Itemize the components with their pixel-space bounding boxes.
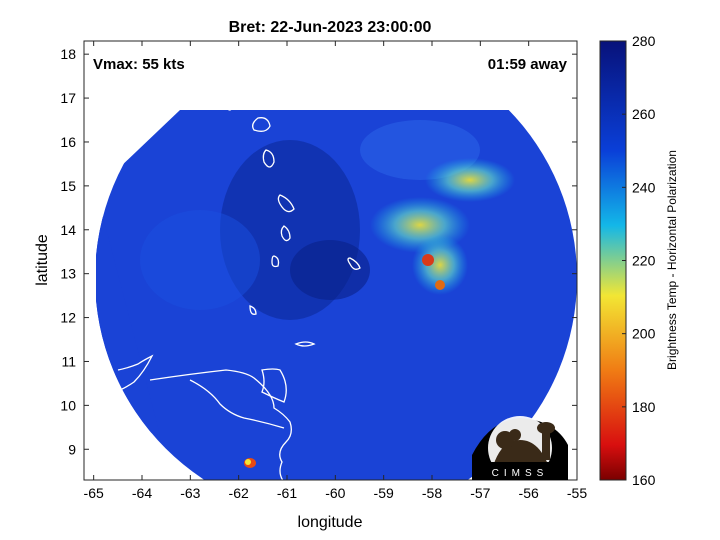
x-tick-label: -58 — [422, 485, 442, 501]
y-tick-label: 13 — [60, 266, 76, 282]
vmax-annotation: Vmax: 55 kts — [93, 56, 185, 73]
colorbar-label: Brightness Temp - Horizontal Polarizatio… — [665, 150, 679, 370]
colorbar-tick-label: 240 — [632, 179, 656, 195]
y-tick-label: 18 — [60, 46, 76, 62]
x-tick-label: -59 — [374, 485, 394, 501]
y-tick-label: 15 — [60, 178, 76, 194]
cimss-logo-text: CIMSS — [492, 468, 549, 479]
axes-box — [83, 40, 578, 481]
y-axis-label: latitude — [34, 234, 51, 286]
colorbar-tick-label: 180 — [632, 399, 656, 415]
x-tick-label: -55 — [567, 485, 587, 501]
colorbar-ticks: 280 260 240 220 200 180 160 — [622, 33, 656, 488]
colorbar-tick-label: 200 — [632, 326, 656, 342]
colorbar-tick-label: 260 — [632, 106, 656, 122]
y-tick-label: 9 — [68, 441, 76, 457]
x-tick-label: -63 — [180, 485, 200, 501]
y-tick-label: 10 — [60, 397, 76, 413]
x-axis-label: longitude — [298, 514, 363, 531]
y-tick-label: 12 — [60, 310, 76, 326]
y-tick-label: 17 — [60, 90, 76, 106]
x-tick-label: -57 — [470, 485, 490, 501]
y-tick-label: 11 — [61, 353, 76, 369]
colorbar-tick-label: 220 — [632, 253, 656, 269]
y-axis-ticks: 18 17 16 15 14 13 12 11 10 9 — [60, 46, 577, 457]
colorbar — [599, 40, 627, 481]
x-tick-label: -65 — [84, 485, 104, 501]
time-away-annotation: 01:59 away — [488, 56, 568, 73]
colorbar-tick-label: 160 — [632, 472, 656, 488]
y-tick-label: 16 — [60, 134, 76, 150]
y-tick-label: 14 — [60, 222, 76, 238]
x-tick-label: -61 — [277, 485, 297, 501]
colorbar-tick-label: 280 — [632, 33, 656, 49]
cimss-logo: CIMSS — [472, 416, 568, 480]
chart-title: Bret: 22-Jun-2023 23:00:00 — [229, 19, 432, 36]
x-tick-label: -64 — [132, 485, 152, 501]
x-tick-label: -62 — [229, 485, 249, 501]
x-tick-label: -56 — [519, 485, 539, 501]
x-tick-label: -60 — [325, 485, 345, 501]
heatmap-swath — [84, 63, 577, 480]
